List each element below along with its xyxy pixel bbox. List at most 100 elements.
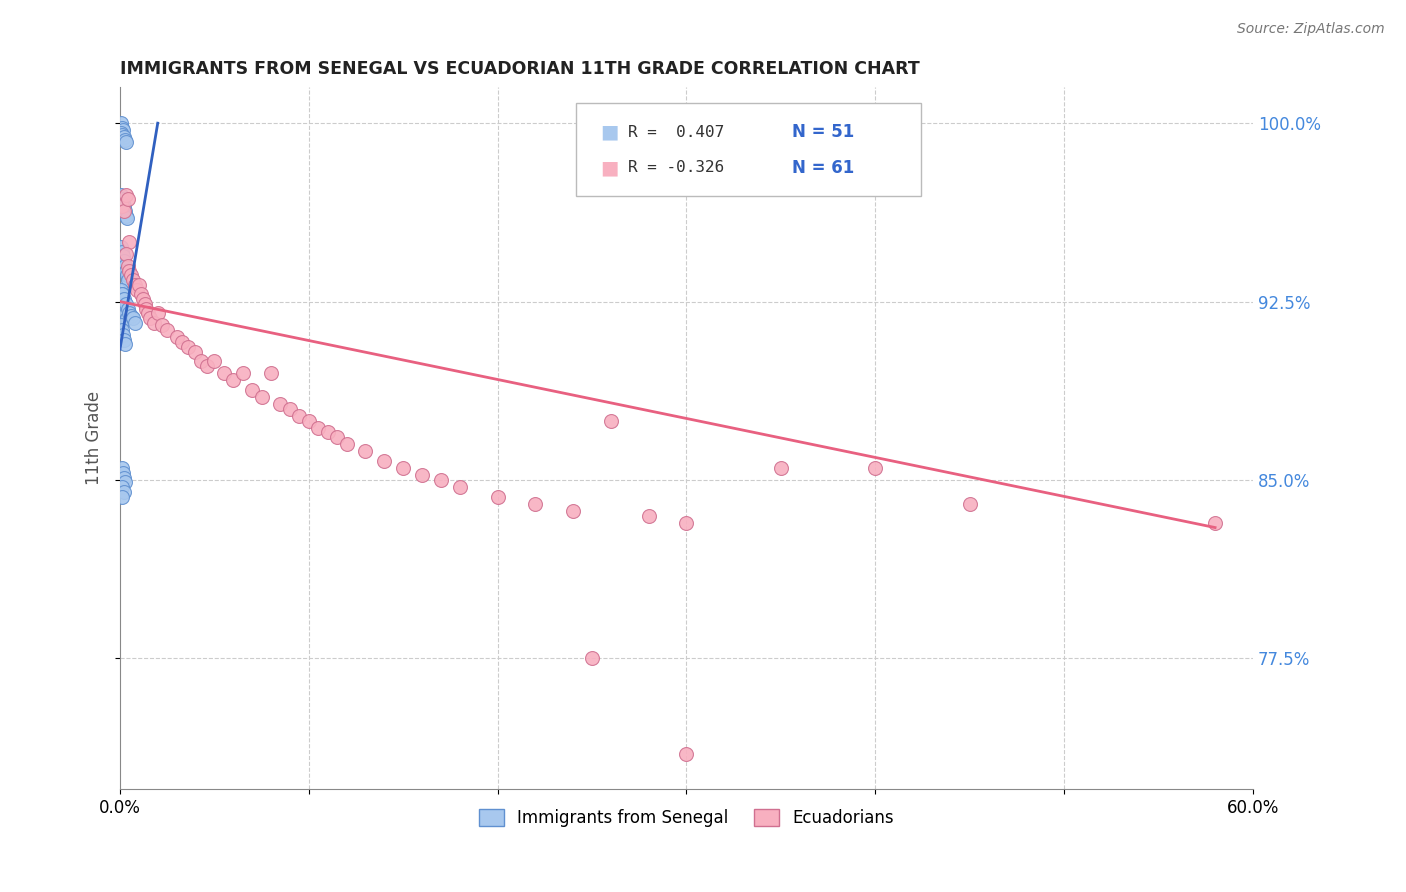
Point: [486, 490, 509, 504]
Point: [195, 359, 218, 373]
Point: [117, 301, 139, 316]
Point: [111, 490, 134, 504]
Point: [232, 366, 254, 380]
Point: [111, 120, 134, 135]
Point: [120, 268, 142, 283]
Point: [112, 297, 135, 311]
Point: [675, 747, 697, 761]
Point: [202, 354, 225, 368]
Point: [111, 199, 134, 213]
Point: [112, 204, 135, 219]
Point: [111, 461, 134, 475]
Point: [114, 247, 136, 261]
Point: [307, 420, 329, 434]
Point: [298, 413, 321, 427]
Point: [112, 292, 135, 306]
Point: [129, 287, 152, 301]
Point: [112, 254, 135, 268]
Point: [112, 130, 135, 145]
Point: [110, 240, 132, 254]
Point: [135, 301, 157, 316]
Point: [114, 475, 136, 490]
Point: [122, 311, 145, 326]
Point: [115, 311, 138, 326]
Point: [117, 273, 139, 287]
Text: N = 51: N = 51: [792, 123, 853, 141]
Point: [166, 330, 188, 344]
Point: [114, 204, 136, 219]
Point: [111, 466, 134, 480]
Point: [128, 277, 150, 292]
Point: [110, 116, 132, 130]
Point: [959, 497, 981, 511]
Point: [354, 444, 377, 458]
Point: [111, 287, 134, 301]
Point: [118, 263, 141, 277]
Text: ■: ■: [600, 122, 619, 142]
Point: [562, 504, 585, 518]
Point: [114, 263, 136, 277]
Point: [115, 306, 138, 320]
Point: [449, 480, 471, 494]
Point: [131, 292, 153, 306]
Legend: Immigrants from Senegal, Ecuadorians: Immigrants from Senegal, Ecuadorians: [472, 802, 900, 833]
Point: [115, 211, 138, 226]
Point: [115, 268, 138, 283]
Point: [112, 333, 135, 347]
Point: [124, 316, 146, 330]
Point: [524, 497, 547, 511]
Point: [114, 209, 136, 223]
Point: [112, 484, 135, 499]
Point: [139, 311, 162, 326]
Point: [184, 344, 207, 359]
Point: [177, 340, 200, 354]
Point: [111, 480, 134, 494]
Point: [111, 192, 134, 206]
Point: [326, 430, 349, 444]
Point: [112, 470, 135, 484]
Point: [637, 508, 659, 523]
Point: [172, 334, 194, 349]
Point: [114, 301, 136, 316]
Point: [222, 373, 245, 387]
Point: [114, 135, 136, 149]
Text: R =  0.407: R = 0.407: [628, 125, 724, 139]
Point: [111, 128, 134, 142]
Point: [117, 192, 139, 206]
Point: [111, 249, 134, 263]
Point: [146, 306, 169, 320]
Text: Source: ZipAtlas.com: Source: ZipAtlas.com: [1237, 22, 1385, 37]
Text: ■: ■: [600, 158, 619, 178]
Point: [240, 383, 263, 397]
Point: [110, 187, 132, 202]
Point: [150, 318, 173, 333]
Point: [156, 323, 179, 337]
Point: [118, 235, 141, 249]
Point: [111, 323, 134, 337]
Y-axis label: 11th Grade: 11th Grade: [86, 392, 103, 485]
Point: [122, 273, 145, 287]
Point: [118, 306, 141, 320]
Point: [212, 366, 235, 380]
Point: [114, 133, 136, 147]
Text: IMMIGRANTS FROM SENEGAL VS ECUADORIAN 11TH GRADE CORRELATION CHART: IMMIGRANTS FROM SENEGAL VS ECUADORIAN 11…: [120, 60, 920, 78]
Point: [111, 327, 134, 342]
Point: [373, 454, 395, 468]
Point: [110, 126, 132, 140]
Point: [125, 283, 148, 297]
Point: [114, 297, 136, 311]
Point: [114, 259, 136, 273]
Point: [110, 318, 132, 333]
Point: [278, 401, 301, 416]
Point: [316, 425, 339, 440]
Point: [120, 309, 142, 323]
Point: [1204, 516, 1226, 530]
Point: [142, 316, 165, 330]
Point: [581, 651, 603, 665]
Point: [190, 354, 212, 368]
Point: [111, 287, 134, 301]
Point: [124, 277, 146, 292]
Point: [136, 306, 159, 320]
Point: [134, 297, 156, 311]
Point: [111, 123, 134, 137]
